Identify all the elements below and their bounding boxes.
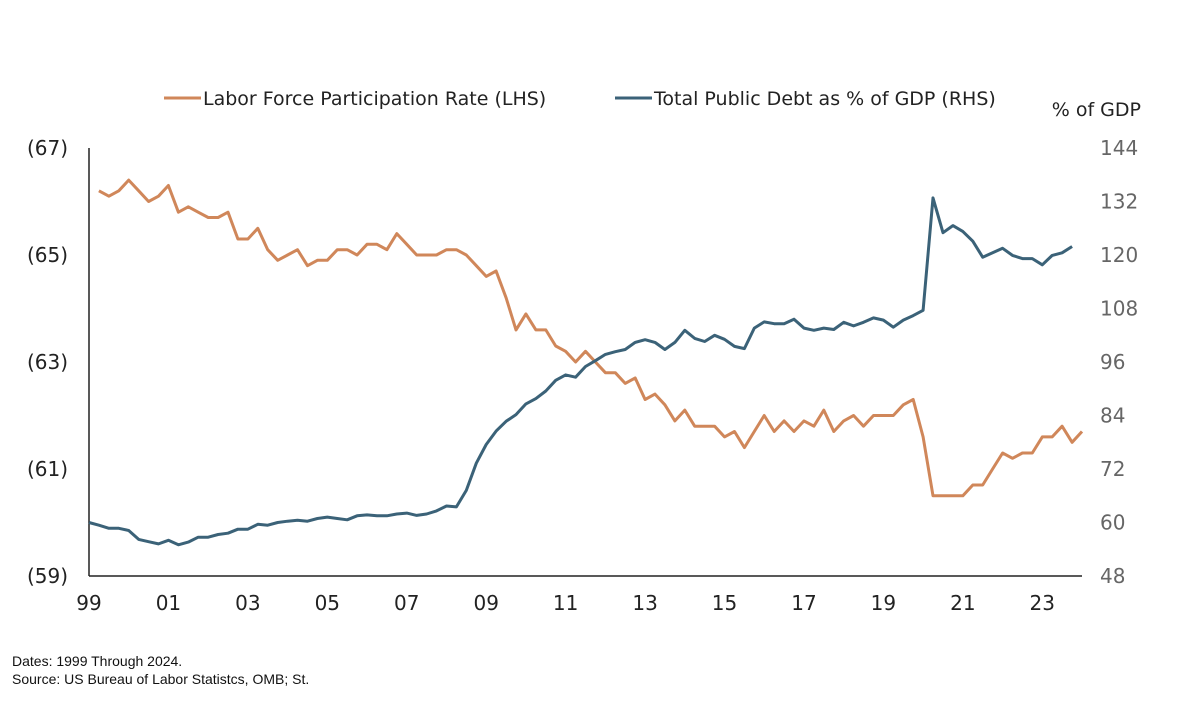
x-tick-label: 15 (712, 591, 737, 615)
y-left-tick-label: (63) (27, 350, 68, 374)
y-right-tick-label: 72 (1100, 457, 1125, 481)
x-tick-label: 99 (76, 591, 101, 615)
y-left-tick-label: (67) (27, 136, 68, 160)
x-tick-label: 03 (235, 591, 260, 615)
y-right-tick-label: 48 (1100, 564, 1125, 588)
y-right-tick-label: 84 (1100, 404, 1125, 428)
x-tick-label: 07 (394, 591, 419, 615)
y-left-ticks: (59) (61) (63) (65) (67) (27, 136, 68, 588)
series-line-lfpr (98, 178, 1084, 498)
y-left-tick-label: (65) (27, 243, 68, 267)
x-tick-label: 11 (553, 591, 578, 615)
y-left-tick-label: (61) (27, 457, 68, 481)
x-tick-label: 05 (315, 591, 340, 615)
x-tick-label: 23 (1030, 591, 1055, 615)
y-right-tick-label: 144 (1100, 136, 1138, 160)
y-right-unit-label: % of GDP (1052, 99, 1141, 121)
y-right-tick-label: 108 (1100, 297, 1138, 321)
x-tick-label: 19 (871, 591, 896, 615)
y-right-tick-label: 120 (1100, 243, 1138, 267)
footnote-dates: Dates: 1999 Through 2024. (12, 653, 183, 669)
y-right-tick-label: 96 (1100, 350, 1125, 374)
legend-label-lfpr: Labor Force Participation Rate (LHS) (203, 88, 546, 110)
y-left-tick-label: (59) (27, 564, 68, 588)
x-ticks: 99 01 03 05 07 09 11 13 15 17 19 21 23 (76, 591, 1055, 615)
legend: Labor Force Participation Rate (LHS) Tot… (164, 88, 996, 110)
y-right-tick-label: 60 (1100, 511, 1125, 535)
legend-label-debt: Total Public Debt as % of GDP (RHS) (653, 88, 996, 110)
x-tick-label: 01 (156, 591, 181, 615)
y-right-tick-label: 132 (1100, 190, 1138, 214)
x-tick-label: 17 (791, 591, 816, 615)
x-tick-label: 21 (950, 591, 975, 615)
x-tick-label: 09 (473, 591, 498, 615)
y-right-ticks: 48 60 72 84 96 108 120 132 144 (1100, 136, 1138, 588)
series-line-debt (88, 196, 1073, 547)
x-tick-label: 13 (632, 591, 657, 615)
footnote-source: Source: US Bureau of Labor Statistcs, OM… (12, 671, 310, 687)
